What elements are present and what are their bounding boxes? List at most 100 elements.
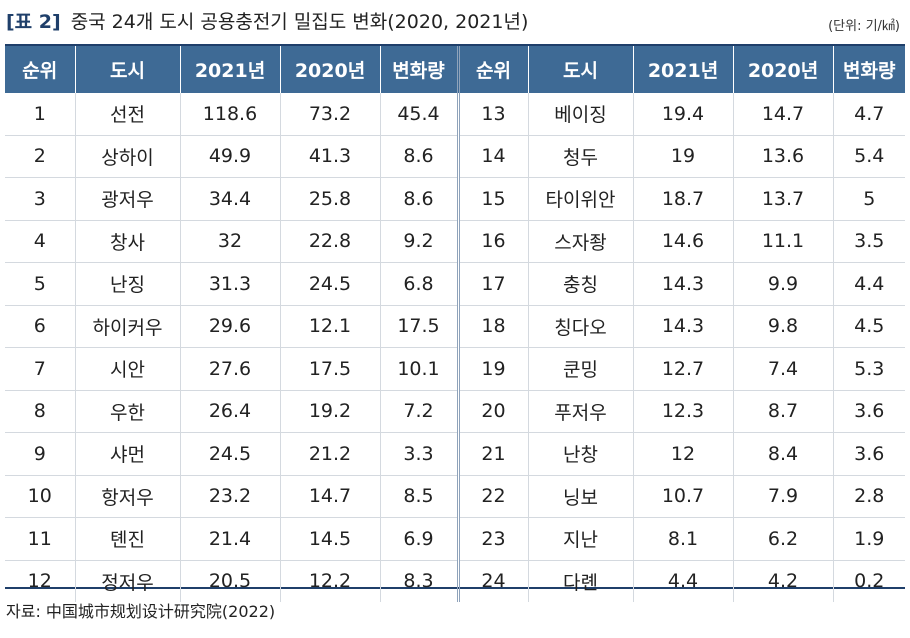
source-note: 자료: 中国城市规划设计研究院(2022)	[6, 602, 276, 621]
cell-value-2020-right: 6.2	[732, 517, 834, 561]
cell-rank-right: 17	[457, 262, 529, 306]
cell-value-2020-right: 8.4	[732, 432, 834, 476]
cell-change-left: 7.2	[379, 390, 460, 433]
cell-rank-right: 22	[457, 475, 529, 518]
cell-change-left: 8.5	[379, 475, 460, 518]
header-2021-right: 2021년	[632, 46, 734, 93]
table-row: 5 난징 31.3 24.5 6.8 17 충칭 14.3 9.9 4.4	[5, 262, 905, 306]
cell-rank-left: 6	[5, 305, 76, 348]
cell-value-2020-right: 9.8	[732, 305, 834, 348]
cell-rank-right: 18	[457, 305, 529, 348]
cell-value-2021-left: 24.5	[179, 432, 281, 476]
table-row: 11 톈진 21.4 14.5 6.9 23 지난 8.1 6.2 1.9	[5, 517, 905, 561]
cell-city-right: 지난	[527, 517, 634, 561]
table-row: 4 창사 32 22.8 9.2 16 스자좡 14.6 11.1 3.5	[5, 220, 905, 263]
cell-city-right: 닝보	[527, 475, 634, 518]
cell-value-2020-left: 73.2	[279, 93, 381, 136]
cell-value-2020-left: 21.2	[279, 432, 381, 476]
cell-change-left: 3.3	[379, 432, 460, 476]
header-2021-left: 2021년	[179, 46, 281, 93]
cell-change-right: 4.5	[832, 305, 905, 348]
cell-rank-left: 2	[5, 135, 76, 178]
cell-value-2020-left: 14.7	[279, 475, 381, 518]
table-row: 1 선전 118.6 73.2 45.4 13 베이징 19.4 14.7 4.7	[5, 93, 905, 136]
table-row: 10 항저우 23.2 14.7 8.5 22 닝보 10.7 7.9 2.8	[5, 475, 905, 518]
cell-rank-right: 23	[457, 517, 529, 561]
cell-rank-left: 1	[5, 93, 76, 136]
unit-label: (단위: 기/㎢)	[828, 19, 900, 34]
cell-rank-left: 4	[5, 220, 76, 263]
cell-value-2020-left: 12.1	[279, 305, 381, 348]
cell-value-2020-right: 9.9	[732, 262, 834, 306]
cell-value-2020-left: 24.5	[279, 262, 381, 306]
cell-city-left: 항저우	[74, 475, 181, 518]
cell-rank-right: 24	[457, 560, 529, 602]
cell-rank-right: 21	[457, 432, 529, 476]
cell-value-2020-left: 25.8	[279, 177, 381, 221]
cell-value-2020-right: 13.6	[732, 135, 834, 178]
table-row: 8 우한 26.4 19.2 7.2 20 푸저우 12.3 8.7 3.6	[5, 390, 905, 433]
cell-city-left: 우한	[74, 390, 181, 433]
cell-change-left: 8.6	[379, 135, 460, 178]
cell-value-2021-right: 19.4	[632, 93, 734, 136]
cell-change-right: 4.7	[832, 93, 905, 136]
cell-value-2021-right: 4.4	[632, 560, 734, 602]
table-row: 6 하이커우 29.6 12.1 17.5 18 칭다오 14.3 9.8 4.5	[5, 305, 905, 348]
cell-city-left: 톈진	[74, 517, 181, 561]
header-rank-right: 순위	[457, 46, 529, 93]
cell-change-left: 8.6	[379, 177, 460, 221]
cell-city-left: 시안	[74, 347, 181, 391]
cell-change-left: 10.1	[379, 347, 460, 391]
cell-rank-right: 20	[457, 390, 529, 433]
cell-change-right: 0.2	[832, 560, 905, 602]
cell-rank-left: 12	[5, 560, 76, 602]
cell-city-left: 창사	[74, 220, 181, 263]
cell-city-right: 쿤밍	[527, 347, 634, 391]
cell-rank-left: 5	[5, 262, 76, 306]
cell-change-left: 45.4	[379, 93, 460, 136]
cell-rank-right: 14	[457, 135, 529, 178]
cell-value-2021-left: 32	[179, 220, 281, 263]
cell-city-right: 칭다오	[527, 305, 634, 348]
cell-value-2020-left: 41.3	[279, 135, 381, 178]
cell-value-2021-left: 21.4	[179, 517, 281, 561]
header-row: 순위 도시 2021년 2020년 변화량 순위 도시 2021년 2020년 …	[5, 46, 905, 93]
cell-city-left: 정저우	[74, 560, 181, 602]
cell-city-left: 상하이	[74, 135, 181, 178]
cell-change-right: 5	[832, 177, 905, 221]
cell-value-2021-left: 26.4	[179, 390, 281, 433]
cell-value-2020-left: 14.5	[279, 517, 381, 561]
cell-city-right: 청두	[527, 135, 634, 178]
cell-value-2020-left: 19.2	[279, 390, 381, 433]
cell-rank-right: 15	[457, 177, 529, 221]
cell-value-2020-left: 17.5	[279, 347, 381, 391]
cell-city-right: 타이위안	[527, 177, 634, 221]
header-city-right: 도시	[527, 46, 634, 93]
header-rank-left: 순위	[5, 46, 76, 93]
header-city-left: 도시	[74, 46, 181, 93]
table-tag: [표 2]	[6, 11, 61, 33]
cell-value-2020-left: 12.2	[279, 560, 381, 602]
table-title-text: 중국 24개 도시 공용충전기 밀집도 변화(2020, 2021년)	[70, 11, 529, 33]
cell-value-2021-left: 31.3	[179, 262, 281, 306]
cell-value-2021-right: 14.6	[632, 220, 734, 263]
table-row: 3 광저우 34.4 25.8 8.6 15 타이위안 18.7 13.7 5	[5, 177, 905, 221]
cell-value-2021-left: 29.6	[179, 305, 281, 348]
title-row: [표 2] 중국 24개 도시 공용충전기 밀집도 변화(2020, 2021년)…	[0, 0, 910, 44]
cell-change-left: 6.9	[379, 517, 460, 561]
cell-value-2021-right: 18.7	[632, 177, 734, 221]
cell-value-2021-left: 27.6	[179, 347, 281, 391]
cell-city-left: 난징	[74, 262, 181, 306]
cell-value-2021-right: 10.7	[632, 475, 734, 518]
cell-value-2021-right: 12.7	[632, 347, 734, 391]
cell-rank-right: 13	[457, 93, 529, 136]
cell-value-2020-left: 22.8	[279, 220, 381, 263]
cell-rank-left: 11	[5, 517, 76, 561]
cell-value-2020-right: 13.7	[732, 177, 834, 221]
data-table: 순위 도시 2021년 2020년 변화량 순위 도시 2021년 2020년 …	[5, 46, 905, 602]
cell-value-2021-left: 23.2	[179, 475, 281, 518]
cell-value-2020-right: 14.7	[732, 93, 834, 136]
cell-value-2021-right: 12.3	[632, 390, 734, 433]
cell-city-right: 다롄	[527, 560, 634, 602]
header-change-right: 변화량	[832, 46, 905, 93]
